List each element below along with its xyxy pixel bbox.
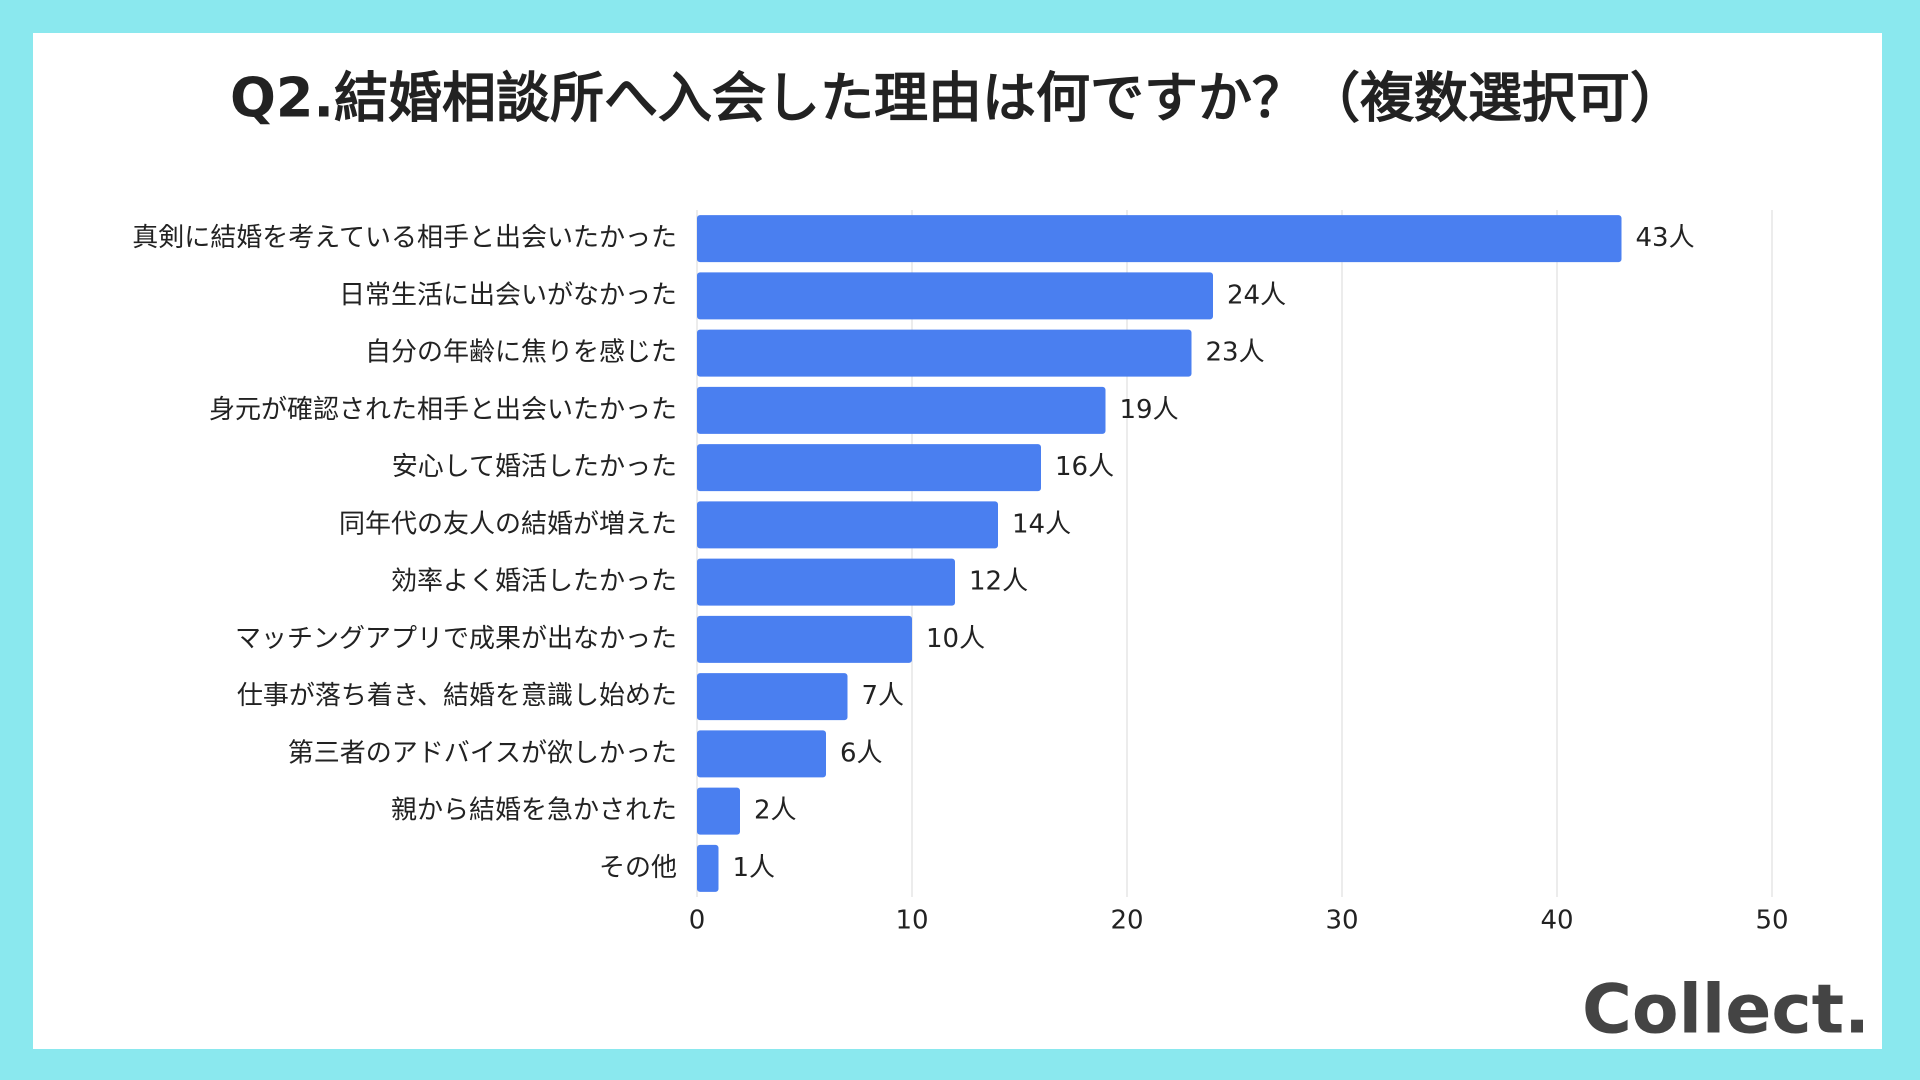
bar <box>697 730 826 778</box>
value-label: 19人 <box>1120 395 1179 425</box>
category-label: 日常生活に出会いがなかった <box>339 280 677 310</box>
bar <box>697 673 848 721</box>
bar <box>697 501 998 549</box>
value-label: 1人 <box>733 853 776 883</box>
category-label: 親から結婚を急かされた <box>391 796 677 826</box>
bar <box>697 329 1192 377</box>
value-label: 12人 <box>969 567 1028 597</box>
bar <box>697 844 719 892</box>
value-label: 6人 <box>840 738 883 768</box>
bar <box>697 558 955 606</box>
category-label: 自分の年齢に焦りを感じた <box>365 338 677 368</box>
x-tick-label: 40 <box>1540 906 1573 936</box>
chart-title: Q2.結婚相談所へ入会した理由は何ですか？（複数選択可） <box>230 67 1684 130</box>
category-label: その他 <box>599 853 677 883</box>
value-label: 24人 <box>1227 280 1286 310</box>
x-tick-label: 50 <box>1755 906 1788 936</box>
x-tick-label: 30 <box>1325 906 1358 936</box>
bar <box>697 272 1213 320</box>
bar <box>697 386 1106 434</box>
logo: Collect. <box>1582 971 1870 1050</box>
category-label: 真剣に結婚を考えている相手と出会いたかった <box>132 223 677 253</box>
x-tick-label: 20 <box>1110 906 1143 936</box>
value-label: 14人 <box>1012 509 1071 539</box>
x-tick-label: 0 <box>689 906 706 936</box>
value-label: 7人 <box>862 681 905 711</box>
category-label: マッチングアプリで成果が出なかった <box>235 624 677 654</box>
value-label: 2人 <box>754 796 797 826</box>
bar <box>697 787 740 835</box>
bar <box>697 615 912 663</box>
value-label: 23人 <box>1206 338 1265 368</box>
category-label: 安心して婚活したかった <box>392 452 677 482</box>
value-label: 43人 <box>1636 223 1695 253</box>
bar <box>697 444 1041 492</box>
value-label: 10人 <box>926 624 985 654</box>
category-label: 同年代の友人の結婚が増えた <box>339 509 677 539</box>
category-label: 第三者のアドバイスが欲しかった <box>288 738 677 768</box>
category-label: 仕事が落ち着き、結婚を意識し始めた <box>237 681 677 711</box>
x-tick-label: 10 <box>895 906 928 936</box>
value-label: 16人 <box>1055 452 1114 482</box>
bar <box>697 215 1622 263</box>
category-label: 身元が確認された相手と出会いたかった <box>209 395 677 425</box>
category-label: 効率よく婚活したかった <box>391 567 677 597</box>
